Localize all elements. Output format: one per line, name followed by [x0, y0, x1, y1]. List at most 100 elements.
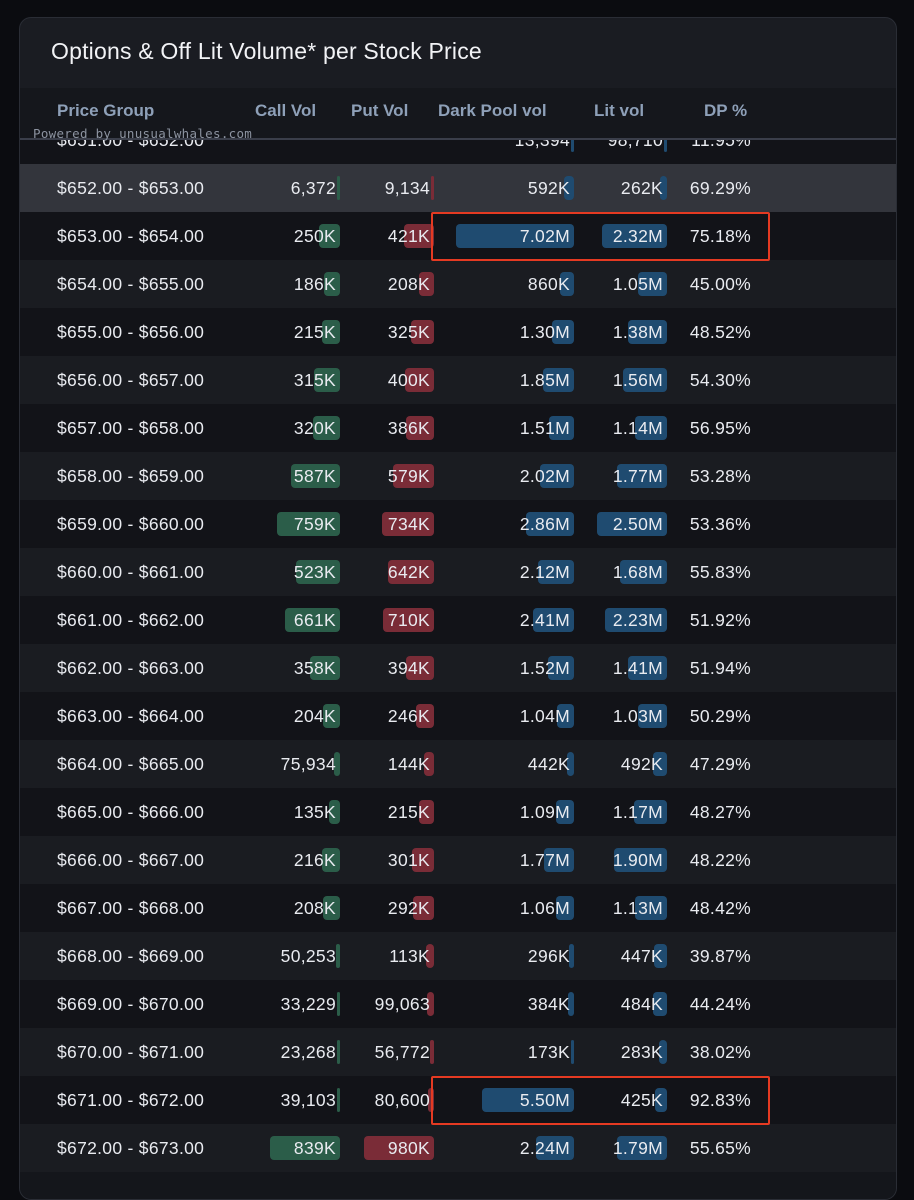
- call-vol-value: 250K: [293, 226, 336, 246]
- dp-percent-cell: 51.92%: [689, 610, 751, 630]
- table-row[interactable]: $655.00 - $656.00 215K 325K 1.30M 1.38M 48.52…: [20, 308, 896, 356]
- lit-vol-value: 1.03M: [612, 706, 663, 726]
- options-volume-panel: Options & Off Lit Volume* per Stock Pric…: [19, 17, 897, 1200]
- dark-vol-cell: 1.30M: [456, 320, 574, 344]
- dark-vol-cell: 1.51M: [456, 416, 574, 440]
- column-header-put-vol[interactable]: Put Vol: [351, 101, 409, 120]
- column-header-price-group[interactable]: Price Group: [57, 101, 155, 120]
- table-row[interactable]: $668.00 - $669.00 50,253 113K 296K 447K 39.87…: [20, 932, 896, 980]
- call-vol-cell: 23,268: [270, 1040, 340, 1064]
- dark-vol-cell: 1.85M: [456, 368, 574, 392]
- column-header-dark-pool-vol[interactable]: Dark Pool vol: [438, 101, 547, 120]
- price-range-cell: $655.00 - $656.00: [57, 322, 205, 342]
- put-vol-cell: 292K: [364, 896, 434, 920]
- table-row[interactable]: $653.00 - $654.00 250K 421K 7.02M 2.32M 75.18…: [20, 212, 896, 260]
- put-vol-cell: 80,600: [364, 1088, 434, 1112]
- call-vol-bar: [285, 608, 340, 632]
- table-row[interactable]: $663.00 - $664.00 204K 246K 1.04M 1.03M 50.29…: [20, 692, 896, 740]
- put-vol-bar: [406, 656, 434, 680]
- table-row[interactable]: $660.00 - $661.00 523K 642K 2.12M 1.68M 55.83…: [20, 548, 896, 596]
- lit-vol-cell: 262K: [597, 176, 667, 200]
- lit-vol-value: 2.23M: [612, 610, 663, 630]
- price-range-cell: $672.00 - $673.00: [57, 1138, 205, 1158]
- dp-percent-cell: 48.42%: [689, 898, 751, 918]
- dark-vol-cell: 2.02M: [456, 464, 574, 488]
- dark-vol-bar: [556, 896, 574, 920]
- call-vol-bar: [310, 656, 340, 680]
- lit-vol-cell: 2.32M: [597, 224, 667, 248]
- put-vol-cell: 579K: [364, 464, 434, 488]
- dp-percent-cell: 39.87%: [689, 946, 751, 966]
- put-vol-bar: [424, 752, 434, 776]
- lit-vol-value: 1.38M: [612, 322, 663, 342]
- call-vol-cell: 320K: [270, 416, 340, 440]
- price-range-cell: $671.00 - $672.00: [57, 1090, 205, 1110]
- table-row[interactable]: $670.00 - $671.00 23,268 56,772 173K 283K 38.…: [20, 1028, 896, 1076]
- lit-vol-value: 1.17M: [612, 802, 663, 822]
- dark-vol-value: 2.24M: [519, 1138, 570, 1158]
- lit-vol-value: 1.13M: [612, 898, 663, 918]
- put-vol-cell: 642K: [364, 560, 434, 584]
- put-vol-bar: [412, 848, 434, 872]
- call-vol-cell: 208K: [270, 896, 340, 920]
- put-vol-value: 579K: [387, 466, 430, 486]
- call-vol-cell: 661K: [270, 608, 340, 632]
- lit-vol-cell: 2.23M: [597, 608, 667, 632]
- table-row[interactable]: $672.00 - $673.00 839K 980K 2.24M 1.79M 55.65…: [20, 1124, 896, 1172]
- put-vol-value: 208K: [387, 274, 430, 294]
- column-header-dp-pct[interactable]: DP %: [704, 101, 748, 120]
- lit-vol-value: 2.32M: [612, 226, 663, 246]
- dark-vol-value: 1.77M: [519, 850, 570, 870]
- call-vol-bar: [337, 1040, 340, 1064]
- price-range-cell: $663.00 - $664.00: [57, 706, 205, 726]
- price-range-cell: $656.00 - $657.00: [57, 370, 205, 390]
- dp-percent-cell: 55.83%: [689, 562, 751, 582]
- dark-vol-cell: 442K: [456, 752, 574, 776]
- table-row[interactable]: $664.00 - $665.00 75,934 144K 442K 492K 47.29…: [20, 740, 896, 788]
- price-range-cell: $667.00 - $668.00: [57, 898, 205, 918]
- call-vol-bar: [291, 464, 340, 488]
- table-row[interactable]: $661.00 - $662.00 661K 710K 2.41M 2.23M 51.92…: [20, 596, 896, 644]
- lit-vol-value: 1.68M: [612, 562, 663, 582]
- table-row[interactable]: $666.00 - $667.00 216K 301K 1.77M 1.90M 48.22…: [20, 836, 896, 884]
- table-row[interactable]: $659.00 - $660.00 759K 734K 2.86M 2.50M 53.36…: [20, 500, 896, 548]
- put-vol-value: 246K: [387, 706, 430, 726]
- call-vol-cell: 215K: [270, 320, 340, 344]
- table-row[interactable]: $658.00 - $659.00 587K 579K 2.02M 1.77M 53.28…: [20, 452, 896, 500]
- lit-vol-value: 447K: [620, 946, 663, 966]
- lit-vol-cell: 1.41M: [597, 656, 667, 680]
- table-row[interactable]: $671.00 - $672.00 39,103 80,600 5.50M 425K 92…: [20, 1076, 896, 1124]
- dark-vol-cell: 296K: [456, 944, 574, 968]
- lit-vol-value: 1.05M: [612, 274, 663, 294]
- table-row[interactable]: $652.00 - $653.00 6,372 9,134 592K 262K 69.29…: [20, 164, 896, 212]
- call-vol-bar: [324, 272, 340, 296]
- put-vol-value: 421K: [387, 226, 430, 246]
- table-row[interactable]: $654.00 - $655.00 186K 208K 860K 1.05M 45.00%: [20, 260, 896, 308]
- table-row[interactable]: $669.00 - $670.00 33,229 99,063 384K 484K 44.…: [20, 980, 896, 1028]
- put-vol-bar: [404, 224, 434, 248]
- table-row[interactable]: $657.00 - $658.00 320K 386K 1.51M 1.14M 56.95…: [20, 404, 896, 452]
- call-vol-cell: 6,372: [270, 176, 340, 200]
- dark-vol-value: 860K: [527, 274, 570, 294]
- table-row[interactable]: $667.00 - $668.00 208K 292K 1.06M 1.13M 48.42…: [20, 884, 896, 932]
- column-header-lit-vol[interactable]: Lit vol: [594, 101, 645, 120]
- lit-vol-cell: 1.03M: [597, 704, 667, 728]
- table-body[interactable]: $651.00 - $652.00 13,394 98,710 11.95% $652.…: [20, 116, 896, 1172]
- table-row[interactable]: $656.00 - $657.00 315K 400K 1.85M 1.56M 54.30…: [20, 356, 896, 404]
- column-header-call-vol[interactable]: Call Vol: [255, 101, 317, 120]
- volume-table[interactable]: $651.00 - $652.00 13,394 98,710 11.95% $652.…: [20, 88, 896, 1199]
- dark-vol-value: 592K: [527, 178, 570, 198]
- lit-vol-cell: 1.13M: [597, 896, 667, 920]
- dp-percent-cell: 53.28%: [689, 466, 751, 486]
- dark-vol-bar: [571, 1040, 574, 1064]
- table-row[interactable]: $665.00 - $666.00 135K 215K 1.09M 1.17M 48.27…: [20, 788, 896, 836]
- put-vol-cell: 394K: [364, 656, 434, 680]
- dark-vol-cell: 1.77M: [456, 848, 574, 872]
- lit-vol-bar: [660, 176, 667, 200]
- dark-vol-bar: [564, 176, 574, 200]
- table-row[interactable]: $662.00 - $663.00 358K 394K 1.52M 1.41M 51.94…: [20, 644, 896, 692]
- put-vol-bar: [393, 464, 434, 488]
- put-vol-value: 642K: [387, 562, 430, 582]
- put-vol-bar: [427, 992, 434, 1016]
- call-vol-cell: 135K: [270, 800, 340, 824]
